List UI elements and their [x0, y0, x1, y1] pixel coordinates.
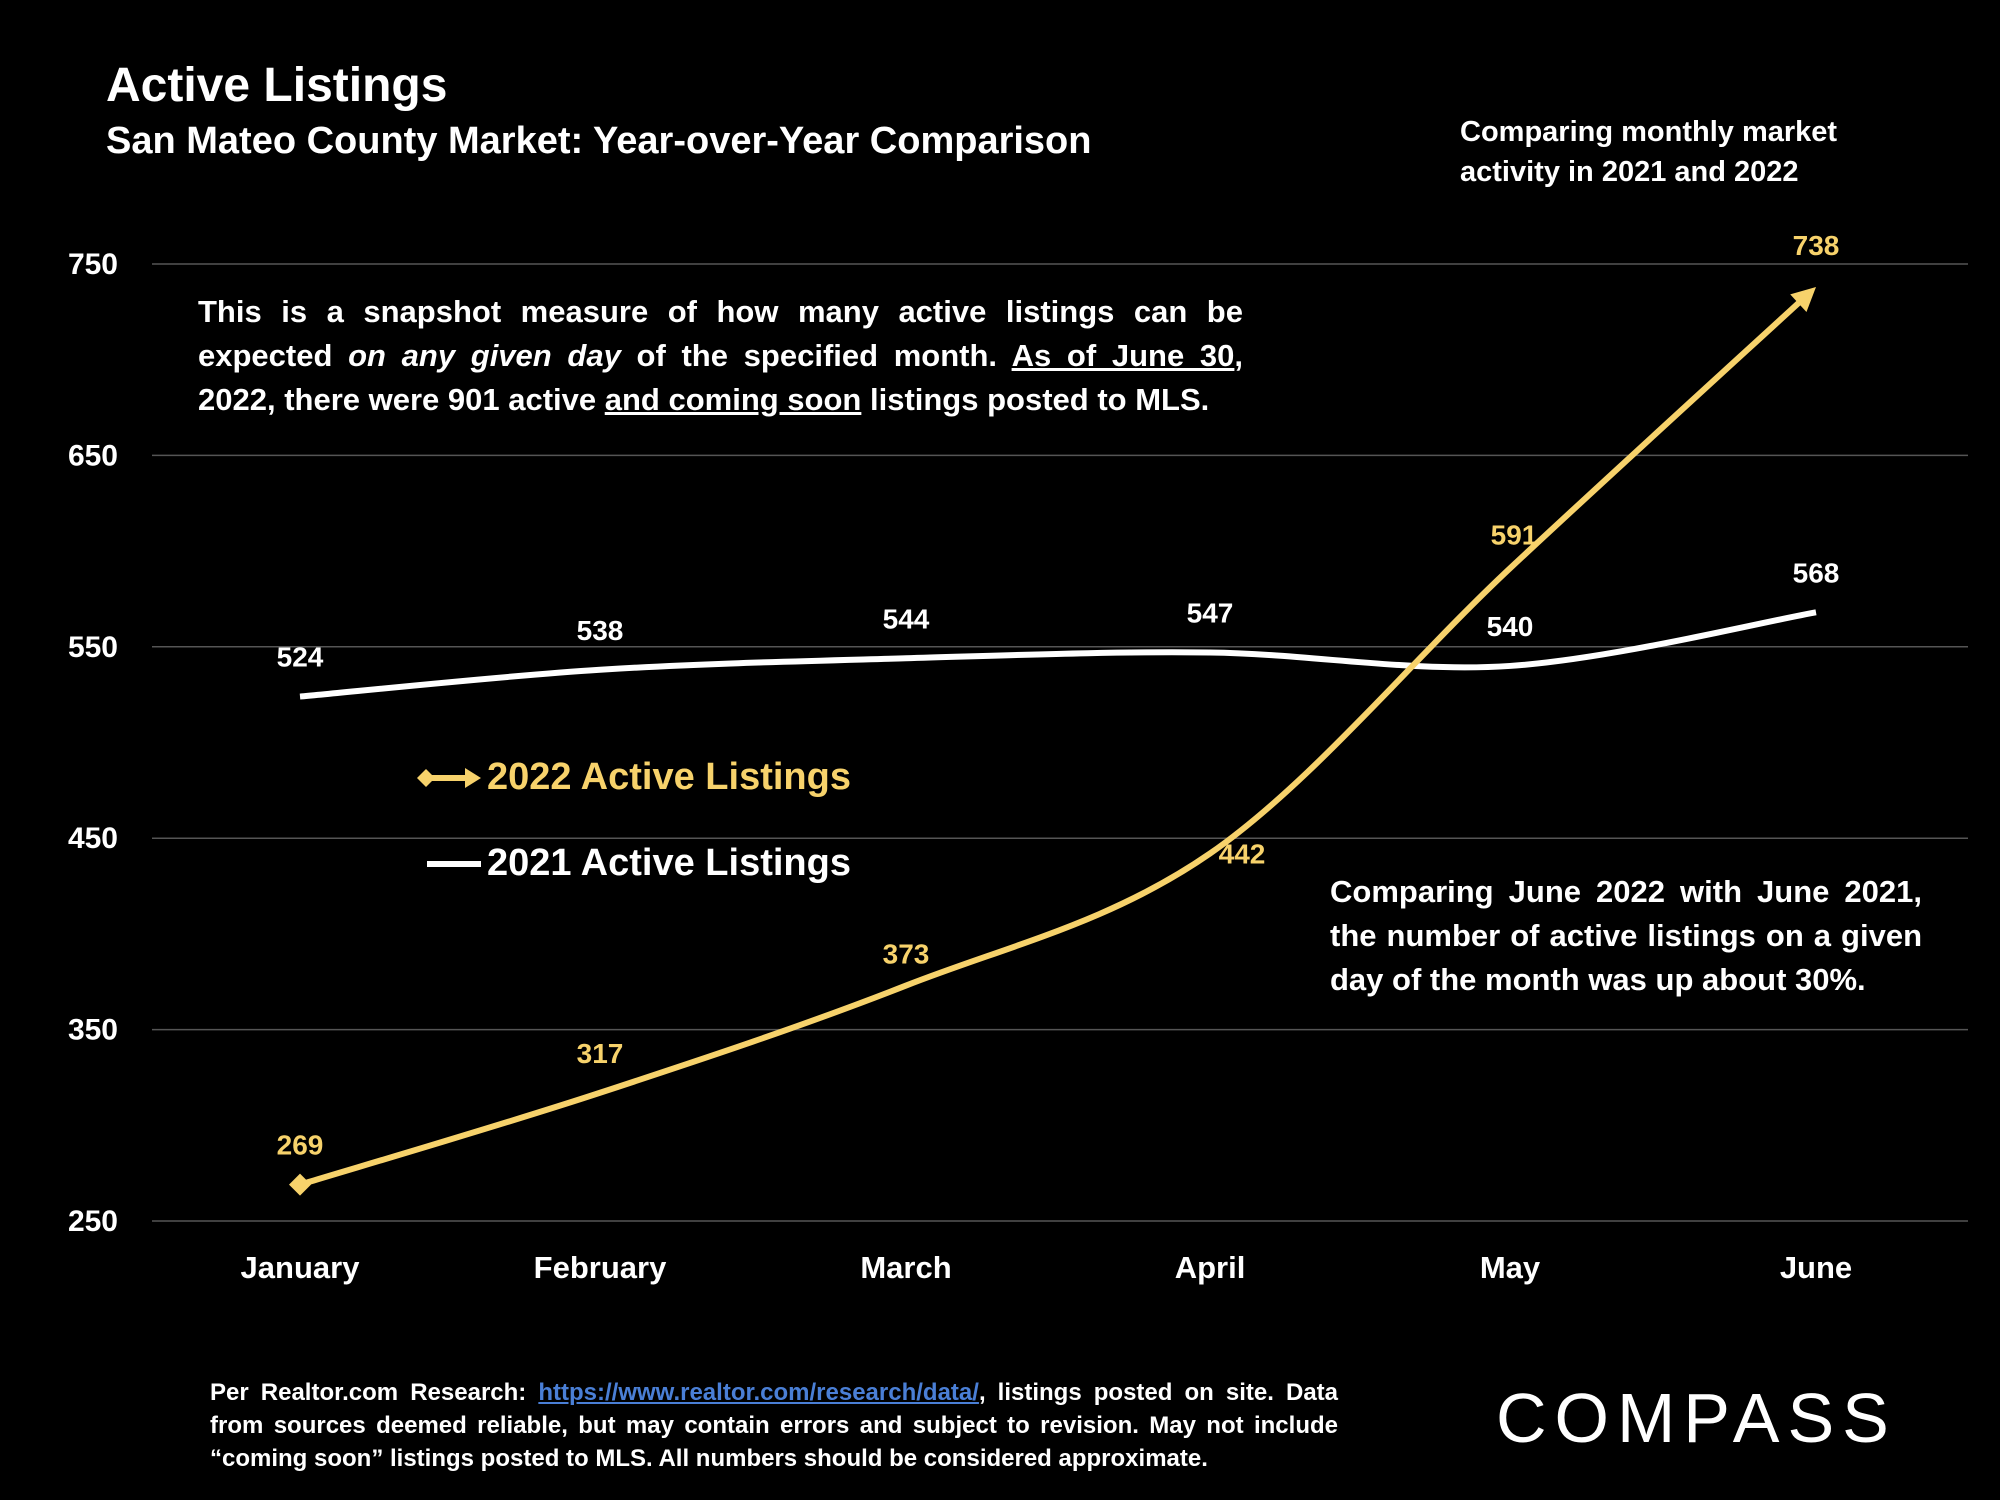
data-label-2021: 540 [1487, 611, 1534, 642]
data-label-2021: 568 [1793, 557, 1840, 588]
legend-label-2021: 2021 Active Listings [487, 842, 851, 884]
data-label-2022: 317 [577, 1038, 624, 1069]
data-label-2022: 373 [883, 939, 930, 970]
data-label-2021: 547 [1187, 598, 1234, 629]
data-label-2021: 524 [277, 642, 324, 673]
source-footnote: Per Realtor.com Research: https://www.re… [210, 1379, 1338, 1472]
data-label-2022: 591 [1491, 519, 1538, 550]
legend-item-2021: 2021 Active Listings [415, 842, 851, 885]
series-2022-start-marker [289, 1173, 311, 1196]
chart-subtitle: San Mateo County Market: Year-over-Year … [106, 120, 1092, 162]
y-tick-label: 450 [68, 822, 118, 855]
legend-label-2022: 2022 Active Listings [487, 756, 851, 798]
x-tick-label: January [241, 1250, 361, 1285]
x-tick-label: June [1780, 1250, 1852, 1285]
comparison-note: Comparing monthly market activity in 202… [1460, 116, 1838, 188]
gridlines [152, 263, 1968, 1222]
x-tick-label: May [1480, 1250, 1541, 1285]
data-label-2022: 269 [277, 1130, 324, 1161]
diamond-arrow-icon [417, 767, 481, 788]
series-2022-arrowhead [1790, 286, 1816, 313]
series-lines [289, 286, 1817, 1196]
x-tick-label: April [1175, 1250, 1246, 1285]
data-label-2022: 442 [1219, 839, 1266, 870]
y-tick-label: 350 [68, 1014, 118, 1047]
data-labels: 524 538 544 547 540 568 269 317 373 442 591 738 [277, 230, 1840, 1161]
source-link[interactable]: https://www.realtor.com/research/data/ [538, 1379, 979, 1406]
chart-title: Active Listings [106, 59, 448, 112]
legend-item-2022: 2022 Active Listings [415, 756, 851, 799]
x-axis-ticks: January February March April May June [241, 1250, 1853, 1285]
y-tick-label: 550 [68, 631, 118, 664]
line-icon [427, 860, 481, 867]
series-2021-line [299, 609, 1817, 700]
compass-logo: COMPASS [1496, 1379, 1897, 1457]
june-comparison-note: Comparing June 2022 with June 2021, the … [1330, 874, 1922, 997]
series-2022-line [299, 295, 1807, 1188]
data-label-2021: 544 [883, 603, 930, 634]
line-chart: 250 350 450 550 650 750 January February March A… [68, 230, 1968, 1285]
snapshot-description: This is a snapshot measure of how many a… [198, 294, 1244, 417]
y-tick-label: 250 [68, 1205, 118, 1238]
data-label-2022: 738 [1793, 230, 1840, 261]
data-label-2021: 538 [577, 615, 624, 646]
y-axis-ticks: 250 350 450 550 650 750 [68, 248, 118, 1238]
y-tick-label: 750 [68, 248, 118, 281]
x-tick-label: March [860, 1250, 951, 1285]
x-tick-label: February [534, 1250, 667, 1285]
y-tick-label: 650 [68, 439, 118, 472]
